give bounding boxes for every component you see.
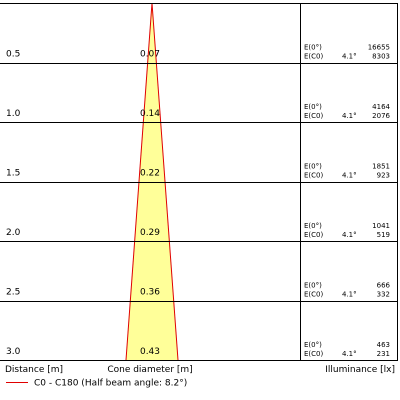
- cone-diameter: 0.07: [140, 50, 160, 60]
- distance: 3.0: [6, 347, 21, 357]
- half-angle: 4.1°: [342, 53, 357, 61]
- e0-label: E(0°): [304, 341, 322, 349]
- ec0-label: E(C0): [304, 231, 323, 239]
- e0-value: 4164: [372, 103, 390, 111]
- ec0-label: E(C0): [304, 53, 323, 61]
- half-angle: 4.1°: [342, 291, 357, 299]
- e0-value: 463: [377, 341, 390, 349]
- footer-illuminance: Illuminance [lx]: [325, 365, 395, 375]
- distance: 0.5: [6, 50, 20, 60]
- e0-label: E(0°): [304, 44, 322, 52]
- distance: 1.5: [6, 169, 20, 179]
- cone-edge: [125, 2, 153, 361]
- e0-value: 666: [377, 282, 391, 290]
- cone-diameter: 0.22: [140, 169, 160, 179]
- distance: 2.0: [6, 228, 21, 238]
- ec0-value: 231: [377, 350, 390, 358]
- cone-diameter: 0.14: [140, 109, 160, 119]
- cone-diameter: 0.29: [140, 228, 160, 238]
- ec0-value: 332: [377, 291, 390, 299]
- e0-label: E(0°): [304, 103, 322, 111]
- ec0-value: 519: [377, 231, 390, 239]
- ec0-value: 923: [377, 172, 390, 180]
- cone-diameter: 0.36: [140, 288, 160, 298]
- ec0-value: 2076: [372, 112, 390, 120]
- e0-label: E(0°): [304, 163, 322, 171]
- footer-diameter: Cone diameter [m]: [107, 365, 192, 375]
- legend-text: C0 - C180 (Half beam angle: 8.2°): [34, 379, 187, 389]
- cone: [126, 3, 178, 360]
- footer-distance: Distance [m]: [5, 365, 63, 375]
- e0-value: 1851: [372, 163, 390, 171]
- ec0-label: E(C0): [304, 112, 323, 120]
- distance: 1.0: [6, 109, 21, 119]
- ec0-value: 8303: [372, 53, 390, 61]
- e0-label: E(0°): [304, 222, 322, 230]
- half-angle: 4.1°: [342, 172, 357, 180]
- ec0-label: E(C0): [304, 291, 323, 299]
- distance: 2.5: [6, 288, 20, 298]
- e0-label: E(0°): [304, 282, 322, 290]
- ec0-label: E(C0): [304, 172, 323, 180]
- half-angle: 4.1°: [342, 350, 357, 358]
- e0-value: 16655: [368, 44, 390, 52]
- e0-value: 1041: [372, 222, 390, 230]
- cone-diameter: 0.43: [140, 347, 160, 357]
- cone-edge: [151, 2, 179, 361]
- half-angle: 4.1°: [342, 231, 357, 239]
- half-angle: 4.1°: [342, 112, 357, 120]
- ec0-label: E(C0): [304, 350, 323, 358]
